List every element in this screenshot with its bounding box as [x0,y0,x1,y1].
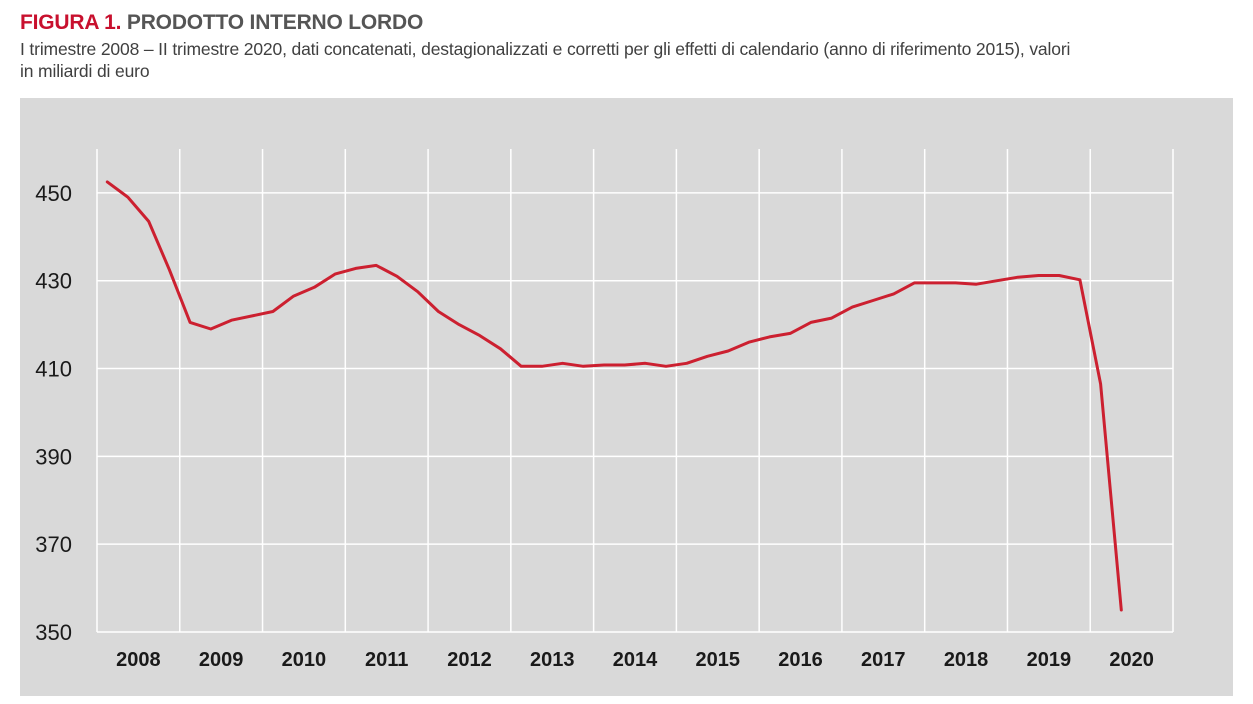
x-tick-label: 2019 [1027,649,1072,671]
figure-name: PRODOTTO INTERNO LORDO [126,11,424,34]
x-tick-label: 2008 [116,649,161,671]
x-tick-label: 2015 [696,649,741,671]
x-tick-label: 2016 [778,649,823,671]
x-tick-label: 2013 [530,649,575,671]
y-tick-label: 390 [35,444,72,469]
y-tick-label: 450 [35,181,72,206]
subtitle-line-1: I trimestre 2008 – II trimestre 2020, da… [20,39,1071,59]
y-tick-label: 430 [35,269,72,294]
y-axis-tick-labels: 350 370 390 410 430 450 [35,181,72,645]
x-tick-label: 2014 [613,649,658,671]
series-line-pil [105,180,1123,612]
y-tick-label: 370 [35,532,72,557]
y-tick-label: 350 [35,620,72,645]
x-tick-label: 2017 [861,649,906,671]
subtitle-line-2: in miliardi di euro [20,61,150,81]
x-axis-tick-labels: 2008 2009 2010 2011 2012 2013 2014 2015 2016 2017… [116,649,1154,671]
vertical-gridlines [179,149,1174,632]
x-tick-label: 2020 [1109,649,1154,671]
x-tick-label: 2012 [447,649,492,671]
figure-subtitle: I trimestre 2008 – II trimestre 2020, da… [20,38,1245,82]
x-tick-label: 2010 [282,649,327,671]
axes [96,149,1173,633]
figure-header: FIGURA 1. PRODOTTO INTERNO LORDO I trime… [20,10,1245,82]
x-tick-label: 2011 [365,649,408,671]
x-tick-label: 2009 [199,649,244,671]
figure-title: FIGURA 1. PRODOTTO INTERNO LORDO [20,10,1245,36]
chart-panel: 350 370 390 410 430 450 2008 2009 2010 2011 2012 2… [20,98,1233,696]
horizontal-gridlines [97,192,1173,545]
y-tick-label: 410 [35,357,72,382]
figure-label: FIGURA 1. [20,11,122,34]
series-layer [105,180,1123,612]
x-tick-label: 2018 [944,649,989,671]
